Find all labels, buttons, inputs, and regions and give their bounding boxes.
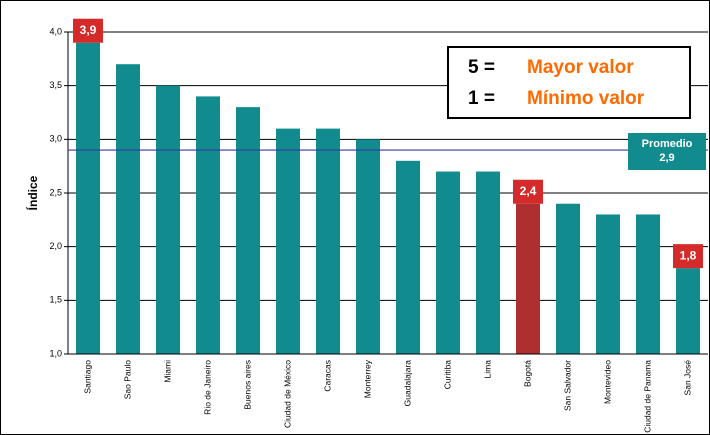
y-tick-label: 2,5: [49, 187, 62, 197]
x-tick-label: Lima: [482, 360, 492, 379]
bar: [76, 42, 100, 354]
x-tick-label: Ciudad de Panama: [642, 360, 652, 433]
legend-text: Mayor valor: [527, 57, 634, 78]
bar: [316, 128, 340, 354]
x-tick-label: Ciudad de México: [282, 360, 292, 428]
x-tick-label: Guadalajara: [402, 360, 412, 407]
legend-box: [447, 46, 691, 119]
bar: [196, 96, 220, 355]
x-tick-label: Caracas: [322, 360, 332, 392]
reference-box: [628, 133, 706, 170]
y-tick-label: 2,0: [49, 241, 62, 251]
bar: [636, 214, 660, 354]
bar: [676, 268, 700, 354]
legend-text: Mínimo valor: [527, 88, 645, 109]
reference-value: 2,9: [659, 152, 674, 164]
y-tick-label: 1,5: [49, 295, 62, 305]
reference-label: Promedio: [642, 138, 693, 150]
y-tick-label: 3,5: [49, 80, 62, 90]
data-label: 2,4: [520, 184, 537, 198]
legend-key: 1 =: [468, 88, 495, 109]
x-tick-label: Sao Paulo: [122, 360, 132, 399]
data-label-box: [73, 18, 103, 43]
y-tick-label: 4,0: [49, 26, 62, 36]
x-tick-label: San Salvador: [562, 360, 572, 411]
x-tick-label: San José: [682, 360, 692, 396]
x-tick-label: Monterrey: [362, 359, 372, 398]
bar: [436, 171, 460, 354]
bar: [156, 85, 180, 355]
x-tick-label: Montevideo: [602, 360, 612, 404]
x-tick-label: Curitiba: [442, 360, 452, 390]
x-tick-label: Buenos aires: [242, 360, 252, 410]
y-tick-label: 1,0: [49, 348, 62, 358]
legend-key: 5 =: [468, 57, 495, 78]
x-tick-label: Santiago: [82, 360, 92, 394]
bar: [596, 214, 620, 354]
y-tick-label: 3,0: [49, 134, 62, 144]
data-label: 3,9: [80, 23, 97, 37]
bar: [476, 171, 500, 354]
x-tick-label: Rio de Janeiro: [202, 360, 212, 415]
bar: [516, 203, 540, 354]
bar: [396, 160, 420, 354]
y-axis-label: Índice: [25, 175, 40, 210]
bar: [116, 64, 140, 354]
data-label: 1,8: [680, 248, 697, 262]
bar: [236, 107, 260, 354]
data-label-box: [513, 179, 543, 204]
bar: [276, 128, 300, 354]
x-tick-label: Miami: [162, 360, 172, 383]
bar: [556, 203, 580, 354]
x-tick-label: Bogotá: [522, 360, 532, 387]
bar: [356, 139, 380, 354]
data-label-box: [673, 244, 703, 269]
